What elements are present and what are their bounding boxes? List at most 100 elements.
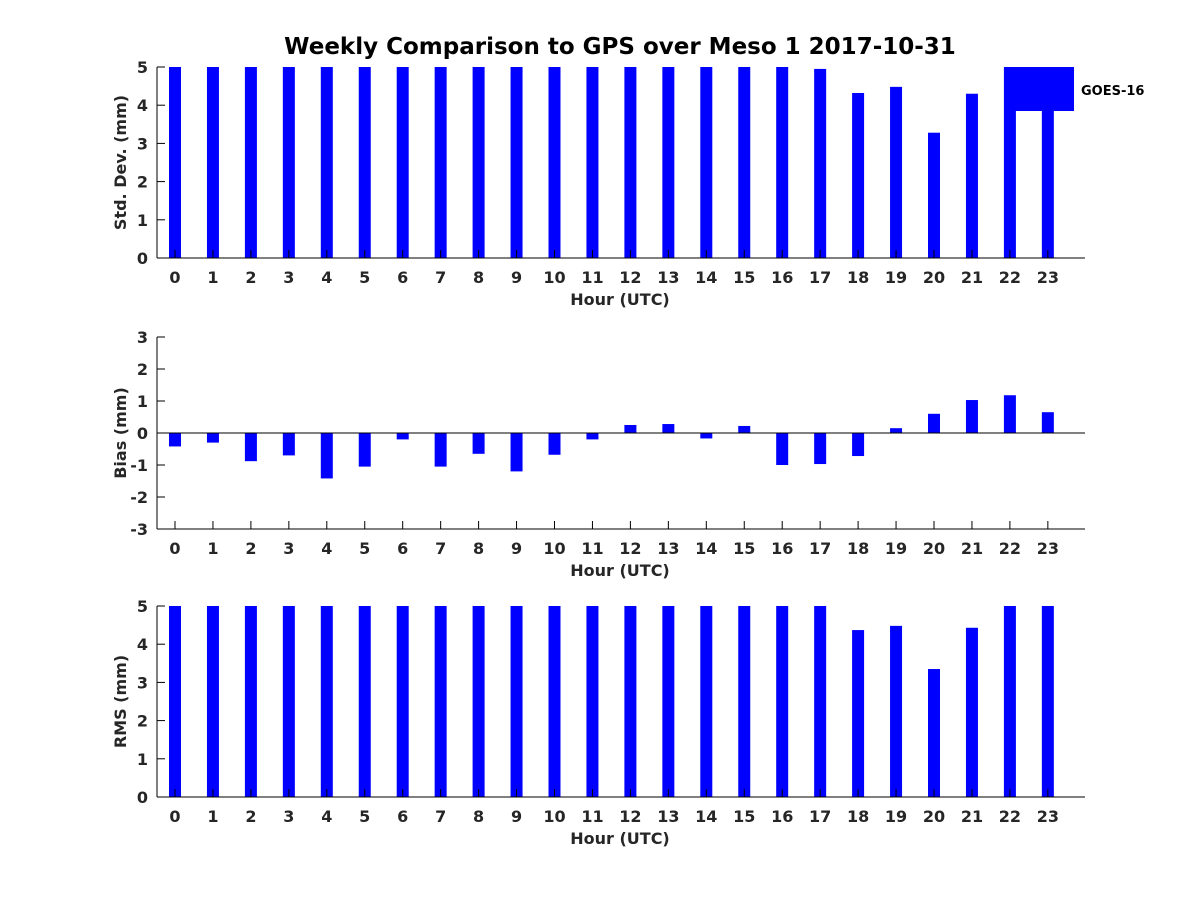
x-tick-label-bias: 22 bbox=[999, 539, 1021, 558]
chart-title: Weekly Comparison to GPS over Meso 1 201… bbox=[284, 34, 956, 60]
bar-rms-15 bbox=[738, 606, 751, 797]
bar-std-dev-21 bbox=[965, 93, 978, 259]
x-tick-label-bias: 2 bbox=[245, 539, 256, 558]
x-tick-label-std-dev: 14 bbox=[695, 268, 717, 287]
x-tick-label-std-dev: 5 bbox=[359, 268, 370, 287]
bar-std-dev-6 bbox=[396, 67, 409, 258]
x-tick-label-rms: 15 bbox=[733, 807, 755, 826]
x-tick-label-rms: 16 bbox=[771, 807, 793, 826]
y-tick-label-std-dev: 4 bbox=[137, 96, 148, 115]
x-tick-label-bias: 15 bbox=[733, 539, 755, 558]
bar-rms-0 bbox=[169, 606, 181, 797]
bar-bias-14 bbox=[700, 433, 713, 439]
x-axis-label-bias: Hour (UTC) bbox=[570, 561, 670, 580]
x-tick-label-rms: 10 bbox=[543, 807, 565, 826]
x-tick-label-std-dev: 21 bbox=[961, 268, 983, 287]
x-tick-label-bias: 20 bbox=[923, 539, 945, 558]
x-tick-label-std-dev: 20 bbox=[923, 268, 945, 287]
y-tick-label-bias: -3 bbox=[130, 520, 148, 539]
x-tick-label-std-dev: 19 bbox=[885, 268, 907, 287]
y-tick-label-std-dev: 0 bbox=[137, 249, 148, 268]
bar-bias-15 bbox=[738, 425, 751, 433]
x-tick-label-bias: 3 bbox=[283, 539, 294, 558]
bar-rms-21 bbox=[965, 627, 978, 797]
bar-rms-23 bbox=[1041, 606, 1054, 797]
bar-std-dev-19 bbox=[890, 86, 903, 258]
x-tick-label-bias: 14 bbox=[695, 539, 717, 558]
bar-bias-18 bbox=[852, 433, 865, 457]
y-tick-label-rms: 0 bbox=[137, 788, 148, 807]
legend-swatch bbox=[1007, 67, 1074, 111]
bar-std-dev-17 bbox=[814, 68, 827, 258]
bar-bias-21 bbox=[965, 400, 978, 433]
y-tick-label-std-dev: 2 bbox=[137, 173, 148, 192]
bar-bias-16 bbox=[776, 433, 789, 465]
x-tick-label-bias: 1 bbox=[207, 539, 218, 558]
x-tick-label-rms: 13 bbox=[657, 807, 679, 826]
legend: GOES-16 bbox=[1007, 67, 1144, 111]
bar-rms-18 bbox=[852, 630, 865, 797]
x-tick-label-rms: 21 bbox=[961, 807, 983, 826]
bar-std-dev-10 bbox=[548, 67, 561, 258]
bar-bias-17 bbox=[814, 433, 827, 465]
bar-std-dev-18 bbox=[852, 92, 865, 258]
x-tick-label-rms: 2 bbox=[245, 807, 256, 826]
x-tick-label-bias: 6 bbox=[397, 539, 408, 558]
bar-std-dev-22 bbox=[1003, 67, 1016, 258]
y-tick-label-bias: -2 bbox=[130, 488, 148, 507]
bar-rms-16 bbox=[776, 606, 789, 797]
bar-rms-7 bbox=[434, 606, 447, 797]
x-tick-label-rms: 0 bbox=[169, 807, 180, 826]
bar-std-dev-15 bbox=[738, 67, 751, 258]
bar-std-dev-1 bbox=[206, 67, 219, 258]
y-tick-label-rms: 2 bbox=[137, 712, 148, 731]
bar-rms-14 bbox=[700, 606, 713, 797]
x-tick-label-std-dev: 6 bbox=[397, 268, 408, 287]
bar-rms-12 bbox=[624, 606, 637, 797]
bar-std-dev-3 bbox=[282, 67, 295, 258]
x-tick-label-bias: 11 bbox=[581, 539, 603, 558]
bar-bias-2 bbox=[244, 433, 257, 462]
bar-bias-1 bbox=[206, 433, 219, 443]
x-tick-label-std-dev: 13 bbox=[657, 268, 679, 287]
y-axis-label-std-dev: Std. Dev. (mm) bbox=[111, 95, 130, 230]
x-tick-label-std-dev: 18 bbox=[847, 268, 869, 287]
bar-std-dev-13 bbox=[662, 67, 675, 258]
x-tick-label-rms: 23 bbox=[1037, 807, 1059, 826]
bar-std-dev-9 bbox=[510, 67, 523, 258]
x-tick-label-std-dev: 9 bbox=[511, 268, 522, 287]
bar-rms-9 bbox=[510, 606, 523, 797]
bar-rms-19 bbox=[890, 625, 903, 797]
x-tick-label-std-dev: 10 bbox=[543, 268, 565, 287]
bar-bias-8 bbox=[472, 433, 485, 454]
bar-std-dev-11 bbox=[586, 67, 599, 258]
bar-bias-22 bbox=[1003, 395, 1016, 433]
x-tick-label-std-dev: 22 bbox=[999, 268, 1021, 287]
bar-rms-17 bbox=[814, 606, 827, 797]
x-tick-label-rms: 3 bbox=[283, 807, 294, 826]
x-axis-label-std-dev: Hour (UTC) bbox=[570, 290, 670, 309]
x-tick-label-bias: 17 bbox=[809, 539, 831, 558]
y-tick-label-bias: -1 bbox=[130, 456, 148, 475]
y-tick-label-rms: 3 bbox=[137, 673, 148, 692]
x-tick-label-std-dev: 0 bbox=[169, 268, 180, 287]
bar-bias-10 bbox=[548, 433, 561, 455]
bar-std-dev-4 bbox=[320, 67, 333, 258]
bar-std-dev-12 bbox=[624, 67, 637, 258]
x-tick-label-std-dev: 8 bbox=[473, 268, 484, 287]
bar-bias-13 bbox=[662, 424, 675, 433]
x-tick-label-std-dev: 2 bbox=[245, 268, 256, 287]
x-tick-label-bias: 12 bbox=[619, 539, 641, 558]
y-axis-label-rms: RMS (mm) bbox=[111, 655, 130, 748]
bar-rms-2 bbox=[244, 606, 257, 797]
x-tick-label-bias: 19 bbox=[885, 539, 907, 558]
y-tick-label-rms: 5 bbox=[137, 597, 148, 616]
bar-std-dev-14 bbox=[700, 67, 713, 258]
bar-rms-6 bbox=[396, 606, 409, 797]
y-tick-label-bias: 0 bbox=[137, 424, 148, 443]
x-tick-label-rms: 5 bbox=[359, 807, 370, 826]
bar-bias-0 bbox=[169, 433, 181, 447]
